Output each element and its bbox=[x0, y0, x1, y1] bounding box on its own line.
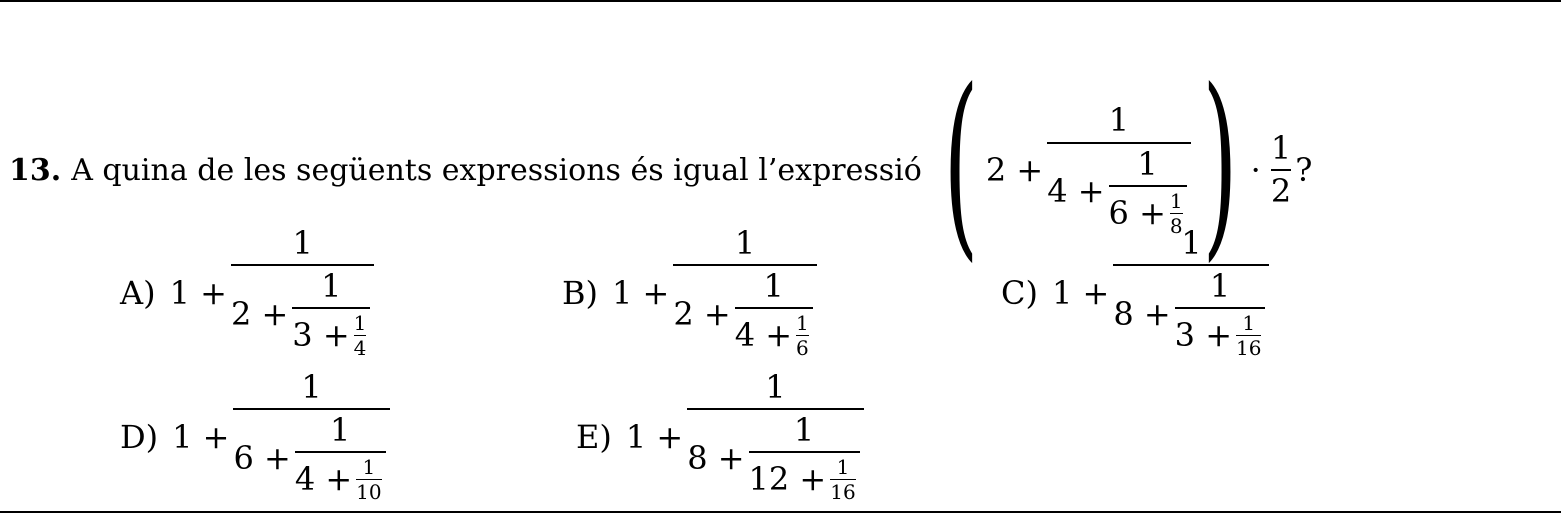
bottom-rule bbox=[0, 511, 1561, 513]
option-mid-fraction: 1 3 + 1 16 bbox=[1174, 267, 1266, 361]
option-inner-fraction: 1 4 bbox=[353, 311, 367, 361]
option-numerator: 1 bbox=[1181, 224, 1202, 262]
option-inner-numerator: 1 bbox=[353, 311, 367, 336]
option-numerator: 1 bbox=[765, 368, 786, 406]
option-outer-fraction: 1 2 + 1 3 + 1 4 bbox=[230, 224, 375, 361]
expr-inner-denominator: 8 bbox=[1169, 213, 1183, 238]
option-leading: 1 + bbox=[1051, 273, 1110, 312]
expr-mid-leading: 4 + bbox=[1047, 172, 1105, 210]
expr-inner-numerator: 1 bbox=[1169, 188, 1183, 213]
option-mid-fraction: 1 4 + 1 6 bbox=[734, 267, 813, 359]
option-inner-fraction: 1 10 bbox=[356, 455, 382, 505]
option-mid-leading: 8 + bbox=[687, 438, 745, 477]
option-inner-numerator: 1 bbox=[362, 455, 376, 480]
option-outer-fraction: 1 8 + 1 3 + 1 16 bbox=[1113, 224, 1270, 361]
option-mid-leading: 2 + bbox=[673, 294, 731, 333]
expr-outer-fraction: 1 4 + 1 6 + 1 8 bbox=[1047, 101, 1191, 238]
option-mid-leading: 8 + bbox=[1113, 294, 1171, 333]
option-outer-fraction: 1 2 + 1 4 + 1 6 bbox=[673, 224, 817, 359]
expr-half: 1 2 bbox=[1270, 128, 1292, 210]
option-inner-leading: 3 + bbox=[292, 316, 350, 355]
expr-leading: 2 + bbox=[985, 151, 1044, 189]
option-inner-denominator: 6 bbox=[796, 336, 809, 361]
option-b[interactable]: B) 1 + 1 2 + 1 4 + 1 6 bbox=[562, 224, 821, 359]
expr-outer-numerator: 1 bbox=[1108, 101, 1130, 140]
expr-mid-numerator: 1 bbox=[1137, 144, 1158, 183]
option-label: E) bbox=[576, 417, 612, 456]
option-leading: 1 + bbox=[172, 417, 230, 456]
option-mid-numerator: 1 bbox=[1209, 267, 1231, 306]
option-mid-numerator: 1 bbox=[763, 267, 784, 306]
question-text: A quina de les següents expressions és i… bbox=[71, 152, 922, 188]
option-inner-denominator: 16 bbox=[830, 480, 856, 505]
option-inner-numerator: 1 bbox=[836, 455, 850, 480]
option-inner-fraction: 1 6 bbox=[796, 312, 809, 359]
option-a[interactable]: A) 1 + 1 2 + 1 3 + 1 4 bbox=[120, 224, 378, 361]
option-outer-fraction: 1 8 + 1 12 + 1 16 bbox=[687, 368, 864, 505]
option-inner-leading: 12 + bbox=[748, 460, 827, 499]
option-e[interactable]: E) 1 + 1 8 + 1 12 + 1 16 bbox=[576, 368, 868, 505]
expr-half-numerator: 1 bbox=[1270, 128, 1292, 167]
option-numerator: 1 bbox=[734, 224, 756, 262]
option-outer-fraction: 1 6 + 1 4 + 1 10 bbox=[233, 368, 390, 505]
expr-half-denominator: 2 bbox=[1270, 172, 1292, 210]
option-d[interactable]: D) 1 + 1 6 + 1 4 + 1 10 bbox=[120, 368, 394, 505]
option-c[interactable]: C) 1 + 1 8 + 1 3 + 1 16 bbox=[1001, 224, 1273, 361]
question-number: 13. bbox=[9, 152, 62, 188]
option-inner-numerator: 1 bbox=[796, 311, 809, 336]
expr-inner-fraction: 1 8 bbox=[1169, 188, 1183, 238]
expr-inner-leading: 6 + bbox=[1108, 193, 1166, 232]
question-mark: ? bbox=[1295, 151, 1313, 189]
option-mid-numerator: 1 bbox=[330, 411, 351, 450]
option-inner-fraction: 1 16 bbox=[1236, 311, 1262, 361]
option-label: C) bbox=[1001, 273, 1038, 312]
option-label: D) bbox=[120, 417, 159, 456]
option-inner-leading: 3 + bbox=[1174, 316, 1232, 355]
option-inner-leading: 4 + bbox=[294, 460, 353, 499]
question-line: 13. A quina de les següents expressions … bbox=[9, 64, 1313, 270]
option-leading: 1 + bbox=[625, 417, 684, 456]
option-leading: 1 + bbox=[612, 273, 670, 312]
expr-dot: · bbox=[1250, 151, 1261, 189]
option-label: A) bbox=[120, 273, 156, 312]
option-mid-leading: 6 + bbox=[233, 438, 291, 477]
option-mid-leading: 2 + bbox=[230, 294, 289, 333]
option-inner-fraction: 1 16 bbox=[830, 455, 856, 505]
question-expression: ( 2 + 1 4 + 1 6 + 1 8 bbox=[936, 64, 1313, 270]
option-leading: 1 + bbox=[169, 273, 227, 312]
option-inner-denominator: 10 bbox=[356, 480, 382, 505]
option-numerator: 1 bbox=[301, 368, 322, 406]
option-mid-numerator: 1 bbox=[793, 411, 815, 450]
option-inner-leading: 4 + bbox=[734, 316, 793, 355]
option-mid-fraction: 1 4 + 1 10 bbox=[294, 411, 386, 505]
option-mid-fraction: 1 3 + 1 4 bbox=[292, 267, 371, 361]
option-inner-denominator: 4 bbox=[353, 336, 367, 361]
expr-mid-fraction: 1 6 + 1 8 bbox=[1108, 144, 1187, 238]
top-rule bbox=[0, 0, 1561, 2]
option-mid-fraction: 1 12 + 1 16 bbox=[748, 411, 860, 505]
left-parenthesis: ( bbox=[943, 47, 979, 280]
option-label: B) bbox=[562, 273, 598, 312]
option-mid-numerator: 1 bbox=[321, 267, 342, 306]
option-inner-denominator: 16 bbox=[1236, 336, 1262, 361]
right-parenthesis: ) bbox=[1202, 47, 1238, 280]
option-numerator: 1 bbox=[292, 224, 313, 262]
option-inner-numerator: 1 bbox=[1242, 311, 1256, 336]
